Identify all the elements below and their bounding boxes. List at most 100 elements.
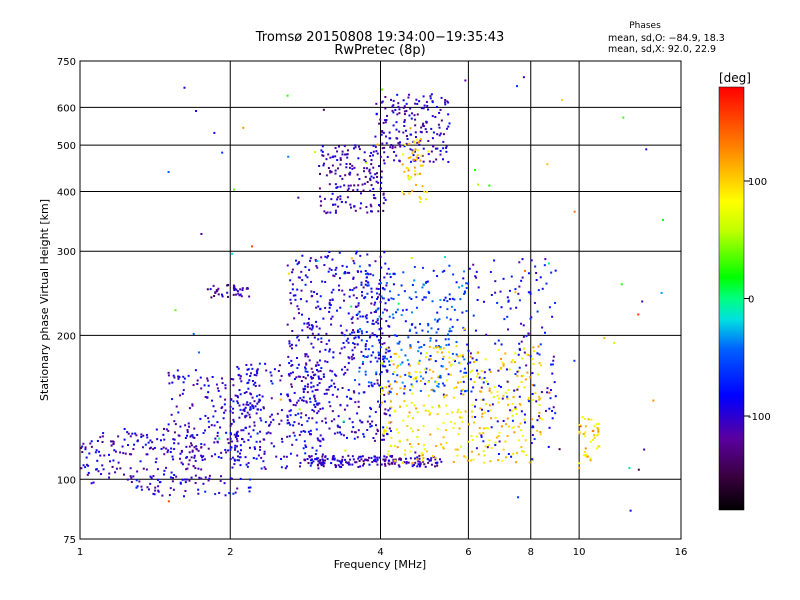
data-point <box>411 283 414 286</box>
data-point <box>338 460 341 463</box>
data-point <box>381 142 384 145</box>
data-point <box>346 189 349 192</box>
data-point <box>141 446 144 449</box>
colorbar-tick-label: 100 <box>748 177 767 188</box>
data-point <box>167 170 170 173</box>
y-axis-label: Stationary phase Virtual Height [km] <box>38 199 51 401</box>
data-point <box>244 406 247 409</box>
data-point <box>318 350 321 353</box>
data-point <box>341 455 344 458</box>
data-point <box>403 120 406 123</box>
data-point <box>443 384 446 387</box>
data-point <box>200 232 203 235</box>
data-point <box>416 456 419 459</box>
data-point <box>510 455 513 458</box>
data-point <box>364 175 367 178</box>
data-point <box>519 422 522 425</box>
data-point <box>387 391 390 394</box>
data-point <box>384 365 387 368</box>
data-point <box>311 326 314 329</box>
data-point <box>335 374 338 377</box>
data-point <box>242 126 245 129</box>
data-point <box>350 318 353 321</box>
data-point <box>471 369 474 372</box>
data-point <box>382 434 385 437</box>
data-point <box>403 290 406 293</box>
data-point <box>417 157 420 160</box>
data-point <box>392 363 395 366</box>
data-point <box>385 320 388 323</box>
data-point <box>482 398 485 401</box>
data-point <box>168 494 171 497</box>
data-point <box>443 269 446 272</box>
data-point <box>538 415 541 418</box>
data-point <box>328 339 331 342</box>
data-point <box>425 130 428 133</box>
data-point <box>408 192 411 195</box>
data-point <box>348 357 351 360</box>
data-point <box>167 500 170 503</box>
data-point <box>184 481 187 484</box>
data-point <box>404 354 407 357</box>
data-point <box>247 432 250 435</box>
data-point <box>398 355 401 358</box>
data-point <box>512 452 515 455</box>
data-point <box>460 445 463 448</box>
data-point <box>85 463 88 466</box>
data-point <box>415 138 418 141</box>
data-point <box>411 385 414 388</box>
data-point <box>378 384 381 387</box>
data-point <box>251 367 254 370</box>
data-point <box>237 434 240 437</box>
data-point <box>369 172 372 175</box>
data-point <box>388 385 391 388</box>
data-point <box>431 455 434 458</box>
data-point <box>370 408 373 411</box>
data-point <box>317 439 320 442</box>
data-point <box>260 456 263 459</box>
data-point <box>431 406 434 409</box>
data-point <box>308 432 311 435</box>
data-point <box>487 383 490 386</box>
data-point <box>308 268 311 271</box>
data-point <box>345 436 348 439</box>
data-point <box>351 167 354 170</box>
data-point <box>597 445 600 448</box>
data-point <box>445 441 448 444</box>
data-point <box>286 415 289 418</box>
data-point <box>241 289 244 292</box>
data-point <box>358 310 361 313</box>
data-point <box>175 405 178 408</box>
data-point <box>405 142 408 145</box>
data-point <box>288 342 291 345</box>
data-point <box>255 412 258 415</box>
data-point <box>444 296 447 299</box>
data-point <box>389 276 392 279</box>
data-point <box>251 379 254 382</box>
data-point <box>414 183 417 186</box>
data-point <box>298 408 301 411</box>
data-point <box>245 363 248 366</box>
data-point <box>460 392 463 395</box>
data-point <box>455 345 458 348</box>
data-point <box>184 424 187 427</box>
data-point <box>376 318 379 321</box>
data-point <box>455 281 458 284</box>
data-point <box>229 448 232 451</box>
data-point <box>386 155 389 158</box>
data-point <box>341 289 344 292</box>
data-point <box>253 400 256 403</box>
data-point <box>182 381 185 384</box>
data-point <box>206 288 209 291</box>
data-point <box>436 413 439 416</box>
data-point <box>363 151 366 154</box>
data-point <box>306 336 309 339</box>
data-point <box>129 467 132 470</box>
data-point <box>203 458 206 461</box>
data-point <box>374 173 377 176</box>
data-point <box>505 368 508 371</box>
data-point <box>376 152 379 155</box>
data-point <box>458 355 461 358</box>
data-point <box>313 336 316 339</box>
data-point <box>394 459 397 462</box>
